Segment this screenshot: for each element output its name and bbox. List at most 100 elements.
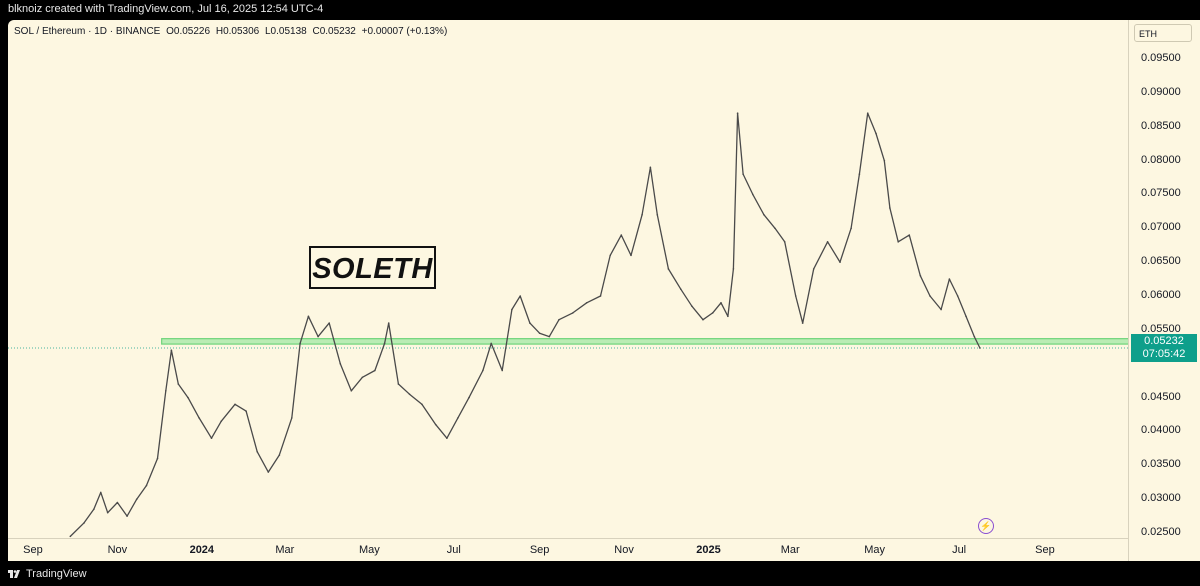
price-tick-label: 0.04500 bbox=[1141, 390, 1181, 403]
price-tick-label: 0.06000 bbox=[1141, 289, 1181, 301]
price-point bbox=[421, 403, 423, 406]
time-tick-label: Nov bbox=[614, 544, 634, 556]
price-tick-label: 0.08500 bbox=[1141, 119, 1181, 132]
legend-symbol: SOL / Ethereum · 1D · BINANCE bbox=[14, 26, 161, 37]
price-point bbox=[727, 315, 729, 318]
last-price: 0.05232 bbox=[1144, 335, 1184, 347]
currency-selector[interactable]: ETH bbox=[1134, 24, 1192, 42]
price-point bbox=[979, 347, 981, 349]
price-point bbox=[106, 511, 109, 514]
legend-close: C0.05232 bbox=[312, 26, 356, 37]
legend-high: H0.05306 bbox=[215, 26, 260, 37]
price-point bbox=[538, 332, 541, 335]
price-point bbox=[177, 383, 180, 385]
price-tick-label: 0.02500 bbox=[1141, 526, 1181, 538]
price-point bbox=[434, 423, 437, 426]
price-tick-label: 0.07500 bbox=[1141, 187, 1181, 200]
price-point bbox=[446, 437, 448, 440]
price-series-line bbox=[69, 112, 981, 537]
time-tick-label: May bbox=[864, 544, 886, 556]
legend-change: +0.00007 (+0.13%) bbox=[361, 26, 448, 37]
price-point bbox=[135, 498, 138, 500]
price-point bbox=[519, 295, 522, 297]
price-point bbox=[826, 241, 829, 243]
price-point bbox=[620, 234, 623, 236]
price-tick-label: 0.07000 bbox=[1141, 221, 1181, 234]
price-point bbox=[558, 318, 560, 321]
header-credit: blknoiz created with TradingView.com, Ju… bbox=[0, 0, 1200, 19]
price-point bbox=[328, 322, 330, 324]
price-point bbox=[641, 213, 643, 216]
price-point bbox=[145, 484, 148, 487]
price-point bbox=[801, 322, 804, 324]
price-axis[interactable]: ETH 0.09500 0.09000 0.08500 0.08000 0.07500 0… bbox=[1128, 20, 1200, 561]
time-tick-label: Mar bbox=[275, 544, 295, 556]
price-point bbox=[919, 274, 922, 277]
price-tick-label: 0.05500 bbox=[1141, 322, 1181, 335]
time-tick-label: Mar bbox=[780, 544, 800, 556]
price-chart[interactable] bbox=[8, 20, 1128, 538]
price-tick-label: 0.06500 bbox=[1141, 255, 1181, 268]
chart-frame[interactable]: SOL / Ethereum · 1D · BINANCE O0.05226 H… bbox=[8, 20, 1200, 561]
price-point bbox=[742, 173, 744, 175]
footer-brand: TradingView bbox=[26, 568, 87, 580]
price-point bbox=[116, 501, 119, 504]
price-point bbox=[908, 234, 911, 236]
price-point bbox=[585, 301, 588, 304]
price-point bbox=[387, 322, 390, 324]
price-point bbox=[783, 241, 786, 243]
soleth-annotation[interactable]: SOLETH bbox=[309, 246, 436, 289]
time-tick-label: Jul bbox=[952, 544, 967, 556]
price-point bbox=[374, 369, 376, 372]
price-point bbox=[198, 417, 200, 419]
price-point bbox=[93, 508, 95, 511]
price-point bbox=[732, 268, 735, 270]
price-point bbox=[339, 362, 342, 365]
price-point bbox=[397, 383, 400, 385]
price-point bbox=[468, 396, 470, 399]
price-point bbox=[511, 308, 513, 311]
price-point bbox=[299, 342, 301, 345]
price-point bbox=[956, 295, 959, 297]
price-point bbox=[752, 193, 754, 196]
price-point bbox=[317, 335, 319, 338]
price-point bbox=[245, 410, 247, 412]
price-point bbox=[307, 315, 310, 318]
price-point bbox=[361, 376, 364, 379]
legend-open: O0.05226 bbox=[166, 26, 211, 37]
price-point bbox=[126, 515, 128, 517]
price-point bbox=[609, 254, 612, 257]
price-point bbox=[234, 403, 236, 406]
price-point bbox=[875, 132, 877, 135]
price-point bbox=[457, 417, 459, 419]
price-point bbox=[210, 437, 213, 440]
price-point bbox=[774, 227, 776, 230]
price-point bbox=[948, 278, 951, 280]
price-point bbox=[490, 342, 492, 345]
price-point bbox=[630, 254, 632, 257]
price-point bbox=[866, 112, 869, 114]
price-point bbox=[965, 315, 967, 318]
time-tick-label: Sep bbox=[23, 544, 43, 556]
price-point bbox=[408, 393, 411, 395]
price-point bbox=[720, 301, 722, 304]
time-tick-label: 2024 bbox=[189, 544, 215, 556]
price-point bbox=[482, 369, 484, 372]
support-zone[interactable] bbox=[161, 338, 1128, 345]
time-tick-label: Sep bbox=[529, 544, 550, 556]
price-point bbox=[99, 491, 102, 494]
time-axis[interactable]: Sep Nov 2024 Mar May Jul Sep Nov 2025 Mar May Jul Se… bbox=[8, 538, 1128, 561]
price-point bbox=[649, 166, 652, 169]
lightning-icon[interactable]: ⚡ bbox=[978, 518, 994, 534]
price-point bbox=[187, 396, 189, 399]
legend-low: L0.05138 bbox=[265, 26, 307, 37]
price-point bbox=[858, 173, 861, 175]
tradingview-logo-icon bbox=[8, 570, 20, 578]
price-point bbox=[156, 457, 159, 460]
price-point bbox=[897, 241, 899, 243]
price-point bbox=[883, 159, 886, 162]
price-point bbox=[763, 213, 765, 216]
price-point bbox=[69, 535, 72, 538]
price-tick-label: 0.09500 bbox=[1141, 52, 1181, 64]
price-point bbox=[656, 213, 659, 216]
